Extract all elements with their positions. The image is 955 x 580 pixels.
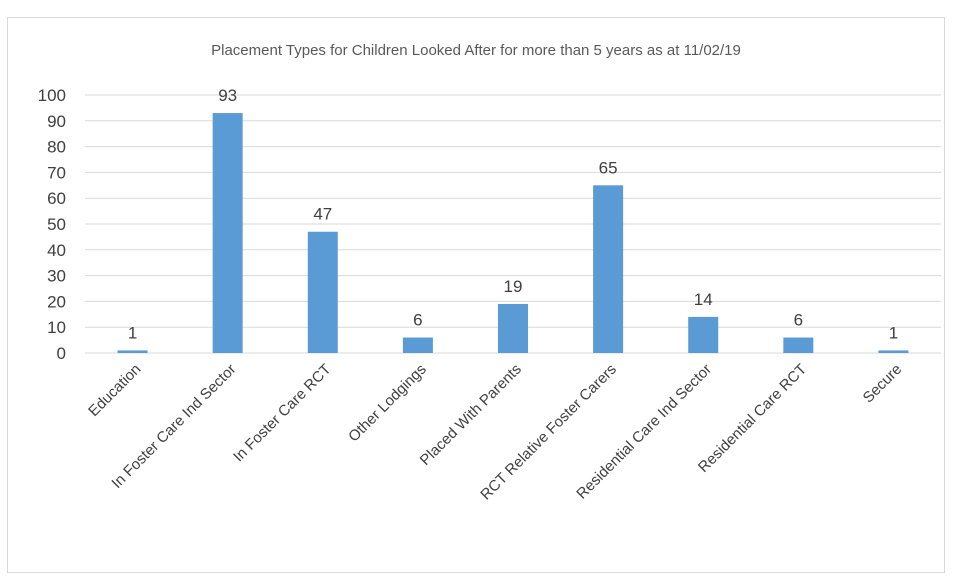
bar — [307, 231, 338, 353]
chart-frame — [7, 17, 945, 573]
bar — [212, 113, 243, 353]
y-tick-label: 70 — [47, 163, 66, 182]
bar — [878, 350, 909, 353]
y-tick-label: 90 — [47, 112, 66, 131]
y-tick-label: 30 — [47, 267, 66, 286]
data-label: 65 — [599, 158, 618, 177]
y-axis-ticks: 0 10 20 30 40 50 60 70 80 90 100 — [38, 86, 66, 363]
category-label: Secure — [860, 361, 906, 407]
y-tick-label: 100 — [38, 86, 66, 105]
data-label: 19 — [504, 277, 523, 296]
bar — [402, 337, 433, 353]
y-tick-label: 40 — [47, 241, 66, 260]
bar — [498, 303, 528, 353]
bar — [117, 350, 148, 353]
category-label: Other Lodgings — [345, 361, 430, 446]
data-label: 93 — [218, 86, 237, 105]
bar — [783, 337, 814, 353]
y-tick-label: 60 — [47, 189, 66, 208]
bars — [117, 113, 909, 353]
data-labels: 1 93 47 6 19 65 14 6 1 — [128, 86, 898, 342]
bar — [688, 316, 719, 353]
y-tick-label: 20 — [47, 292, 66, 311]
data-label: 47 — [313, 205, 332, 224]
data-label: 6 — [413, 311, 422, 330]
y-tick-label: 0 — [57, 344, 66, 363]
data-label: 1 — [128, 323, 137, 342]
data-label: 1 — [889, 323, 898, 342]
category-label: Education — [85, 361, 144, 420]
category-label: In Foster Care RCT — [230, 361, 335, 466]
category-label: Residential Care RCT — [695, 361, 810, 476]
data-label: 14 — [694, 290, 713, 309]
chart-title: Placement Types for Children Looked Afte… — [211, 42, 741, 59]
y-tick-label: 10 — [47, 318, 66, 337]
bar — [593, 185, 624, 353]
y-tick-label: 80 — [47, 138, 66, 157]
y-tick-label: 50 — [47, 215, 66, 234]
data-label: 6 — [794, 311, 803, 330]
category-label: Placed With Parents — [417, 361, 525, 469]
